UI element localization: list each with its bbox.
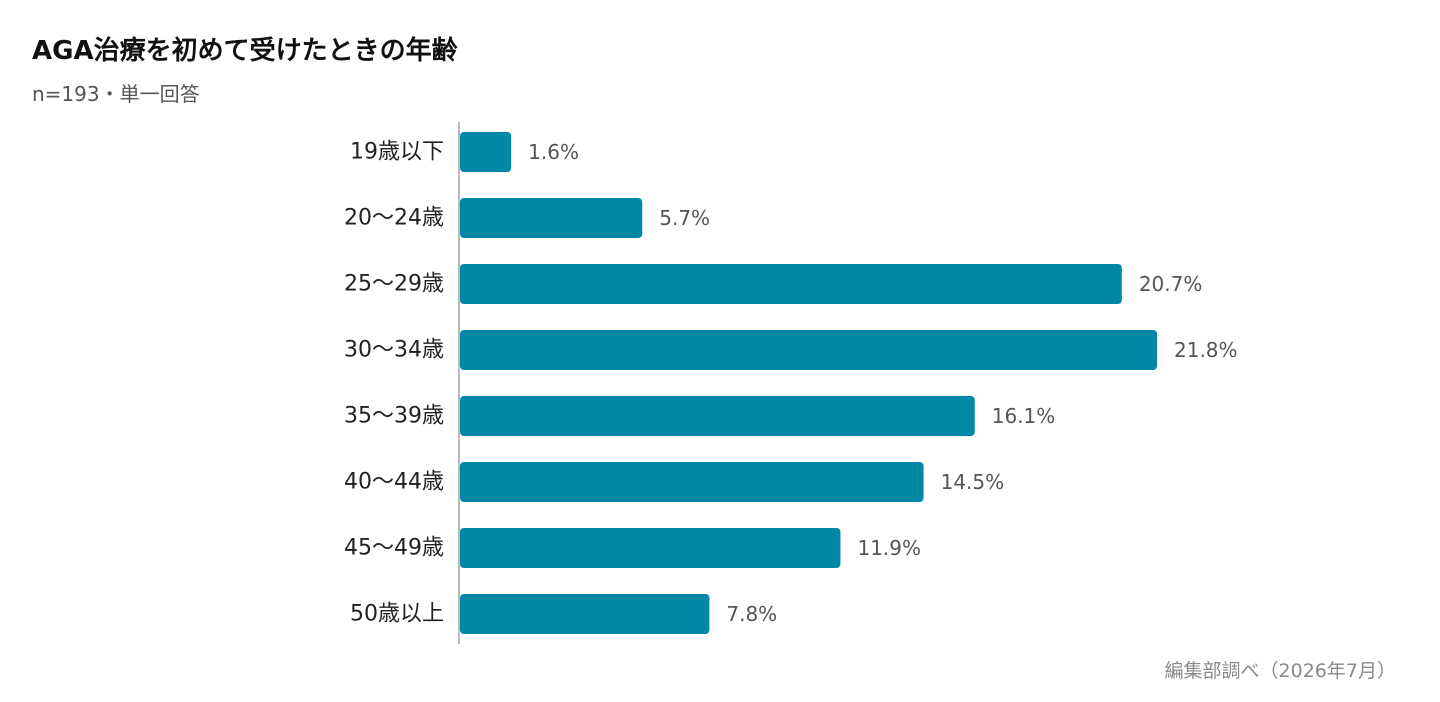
value-label: 7.8%	[726, 602, 777, 626]
category-label: 20〜24歳	[344, 206, 444, 231]
bar	[460, 462, 924, 502]
category-label: 50歳以上	[350, 602, 444, 627]
bar	[460, 396, 975, 436]
category-label: 45〜49歳	[344, 536, 444, 561]
source-note: 編集部調べ（2026年7月）	[1164, 660, 1396, 682]
category-label: 19歳以下	[350, 140, 444, 165]
category-label: 35〜39歳	[344, 404, 444, 429]
bar	[460, 528, 841, 568]
category-label: 30〜34歳	[344, 338, 444, 363]
value-label: 14.5%	[941, 470, 1005, 494]
bar	[460, 330, 1157, 370]
value-label: 1.6%	[528, 140, 579, 164]
category-label: 25〜29歳	[344, 272, 444, 297]
chart-subtitle: n=193・単一回答	[32, 82, 200, 106]
bar	[460, 132, 512, 172]
value-label: 5.7%	[659, 206, 710, 230]
value-label: 16.1%	[992, 404, 1056, 428]
value-label: 11.9%	[857, 536, 921, 560]
value-label: 21.8%	[1174, 338, 1238, 362]
category-label: 40〜44歳	[344, 470, 444, 495]
chart-title: AGA治療を初めて受けたときの年齢	[32, 36, 458, 66]
bar	[460, 198, 643, 238]
value-label: 20.7%	[1139, 272, 1203, 296]
bar	[460, 264, 1122, 304]
bar	[460, 594, 710, 634]
